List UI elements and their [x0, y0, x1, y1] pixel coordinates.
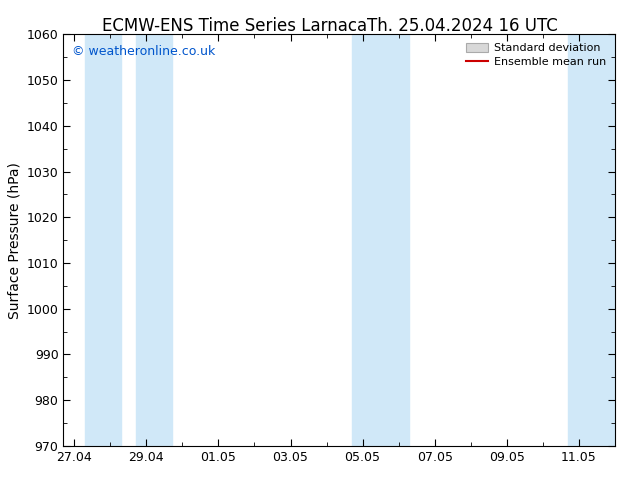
Title: ECMW-ENS Time Series Larnaca      Th. 25.04.2024 16 UTC: ECMW-ENS Time Series Larnaca Th. 25.04.2…	[0, 489, 1, 490]
Legend: Standard deviation, Ensemble mean run: Standard deviation, Ensemble mean run	[463, 40, 609, 70]
Bar	[136, 34, 172, 446]
Text: ECMW-ENS Time Series Larnaca: ECMW-ENS Time Series Larnaca	[102, 17, 367, 35]
Text: Th. 25.04.2024 16 UTC: Th. 25.04.2024 16 UTC	[368, 17, 558, 35]
Bar	[85, 34, 121, 446]
Text: © weatheronline.co.uk: © weatheronline.co.uk	[72, 45, 215, 58]
Y-axis label: Surface Pressure (hPa): Surface Pressure (hPa)	[7, 162, 21, 318]
Bar	[352, 34, 410, 446]
Bar	[568, 34, 615, 446]
